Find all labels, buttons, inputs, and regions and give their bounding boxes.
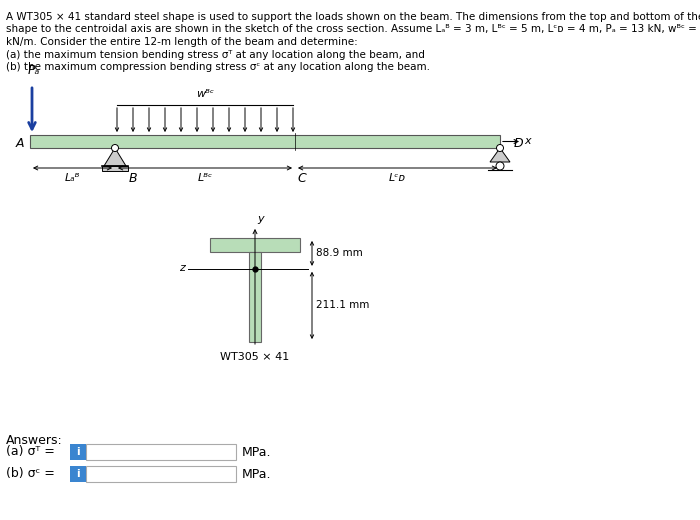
Circle shape — [496, 145, 503, 151]
Text: shape to the centroidal axis are shown in the sketch of the cross section. Assum: shape to the centroidal axis are shown i… — [6, 24, 700, 34]
Text: (a) the maximum tension bending stress σᵀ at any location along the beam, and: (a) the maximum tension bending stress σ… — [6, 49, 425, 59]
Text: A WT305 × 41 standard steel shape is used to support the loads shown on the beam: A WT305 × 41 standard steel shape is use… — [6, 12, 700, 22]
Text: Lᴮᶜ: Lᴮᶜ — [197, 173, 213, 183]
Bar — [70, 444, 86, 460]
Circle shape — [496, 162, 504, 170]
Text: A: A — [15, 137, 24, 150]
Polygon shape — [490, 148, 510, 162]
Bar — [210, 238, 300, 252]
Bar — [102, 166, 128, 171]
Text: C: C — [297, 172, 306, 185]
Bar — [249, 252, 261, 342]
Text: B: B — [129, 172, 138, 185]
Text: Lₐᴮ: Lₐᴮ — [65, 173, 80, 183]
Text: Answers:: Answers: — [6, 434, 63, 447]
Text: wᴮᶜ: wᴮᶜ — [196, 89, 214, 99]
Bar — [30, 135, 500, 148]
Text: D: D — [514, 137, 524, 150]
Circle shape — [111, 145, 118, 151]
Bar — [86, 444, 236, 460]
Text: (a) σᵀ =: (a) σᵀ = — [6, 446, 55, 459]
Text: (b) the maximum compression bending stress σᶜ at any location along the beam.: (b) the maximum compression bending stre… — [6, 62, 430, 72]
Text: y: y — [257, 214, 264, 224]
Text: i: i — [76, 447, 80, 457]
Text: Lᶜᴅ: Lᶜᴅ — [389, 173, 406, 183]
Text: z: z — [179, 263, 185, 273]
Polygon shape — [104, 148, 126, 166]
Text: i: i — [76, 469, 80, 479]
Bar — [86, 466, 236, 482]
Text: MPa.: MPa. — [242, 446, 272, 459]
Text: 211.1 mm: 211.1 mm — [316, 301, 370, 310]
Text: 88.9 mm: 88.9 mm — [316, 249, 363, 258]
Text: WT305 × 41: WT305 × 41 — [220, 352, 290, 362]
Text: (b) σᶜ =: (b) σᶜ = — [6, 467, 55, 480]
Bar — [70, 466, 86, 482]
Text: x: x — [524, 136, 531, 147]
Text: MPa.: MPa. — [242, 467, 272, 480]
Text: Pₐ: Pₐ — [28, 64, 40, 77]
Text: kN/m. Consider the entire 12-m length of the beam and determine:: kN/m. Consider the entire 12-m length of… — [6, 37, 358, 47]
